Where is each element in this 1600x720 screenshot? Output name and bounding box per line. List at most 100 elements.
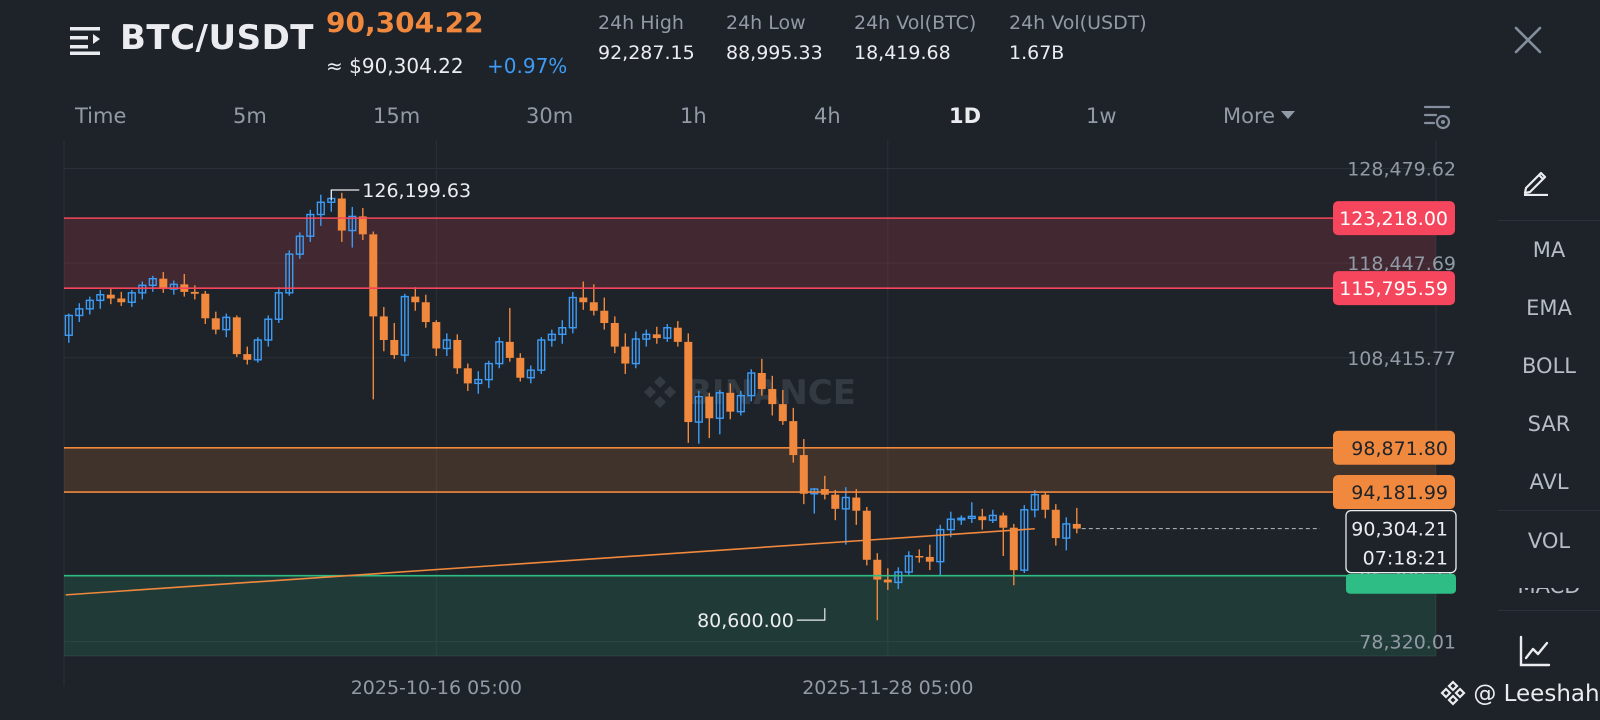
line-chart-icon[interactable] — [1518, 634, 1552, 668]
candle-body — [516, 357, 525, 378]
current-price-tag[interactable] — [1345, 509, 1457, 574]
candle-body — [264, 318, 273, 341]
candle-body — [243, 354, 252, 360]
candle-body — [1020, 509, 1029, 571]
y-tick-label: 128,479.62 — [1347, 158, 1456, 180]
tab-1d[interactable]: 1D — [949, 104, 982, 128]
indicator-ma[interactable]: MA — [1532, 238, 1566, 262]
price-tag[interactable] — [1333, 271, 1455, 306]
price-tag-label: 123,218.00 — [1339, 208, 1448, 230]
indicator-sar[interactable]: SAR — [1527, 412, 1571, 436]
stat-value: 18,419.68 — [854, 42, 951, 64]
pencil-icon[interactable] — [1520, 164, 1552, 196]
indicator-ema[interactable]: EMA — [1526, 296, 1572, 320]
stat-24h-vol-usdt: 24h Vol(USDT) 1.67B — [1009, 12, 1147, 64]
candle-body — [757, 373, 766, 390]
tab-time[interactable]: Time — [75, 104, 127, 128]
x-tick-label: 2025-11-28 05:00 — [802, 677, 973, 699]
menu-icon[interactable] — [70, 25, 104, 55]
candle-body — [442, 339, 451, 350]
candle-body — [85, 299, 94, 310]
low-marker-label: 80,600.00 — [697, 610, 794, 632]
candle-body — [421, 302, 430, 323]
last-price: 90,304.22 — [326, 6, 484, 39]
ticker-header: BTC/USDT 90,304.22 ≈ $90,304.22 +0.97% 2… — [0, 0, 1600, 96]
indicator-macd[interactable]: MACD — [1498, 588, 1600, 596]
stat-label: 24h Low — [726, 12, 806, 34]
demand-tag — [1346, 573, 1456, 594]
candle-body — [537, 339, 546, 371]
price-tag[interactable] — [1333, 430, 1455, 465]
candle-body — [726, 392, 735, 412]
candle-countdown: 07:18:21 — [1363, 548, 1448, 570]
candle-body — [841, 496, 850, 510]
stat-label: 24h Vol(USDT) — [1009, 12, 1147, 34]
candle-body — [799, 455, 808, 494]
candle-body — [946, 518, 955, 531]
candle-body — [190, 291, 199, 294]
candle-body — [1041, 494, 1050, 510]
candle-body — [978, 516, 987, 521]
candle-body — [390, 339, 399, 356]
indicator-avl[interactable]: AVL — [1529, 470, 1569, 494]
caret-down-icon — [1281, 111, 1296, 119]
candle-body — [96, 294, 105, 302]
candle-body — [610, 323, 619, 347]
candle-body — [547, 333, 556, 341]
binance-logo-icon — [644, 376, 676, 408]
candle-body — [526, 369, 535, 379]
candle-body — [715, 392, 724, 419]
tab-more-label: More — [1223, 104, 1276, 128]
x-tick-label: 2025-10-16 05:00 — [351, 677, 522, 699]
candle-body — [484, 362, 493, 381]
tab-4h[interactable]: 4h — [814, 104, 841, 128]
candle-body — [348, 215, 357, 232]
price-tag[interactable] — [1333, 475, 1455, 510]
candle-body — [274, 292, 283, 320]
tab-15m[interactable]: 15m — [373, 104, 421, 128]
tab-5m[interactable]: 5m — [233, 104, 267, 128]
candlestick-chart[interactable]: BINANCE 126,199.63 80,600.00 128,479.62 118,… — [0, 140, 1470, 708]
candle-body — [232, 317, 241, 355]
candle-body — [127, 292, 136, 303]
price-tag-label: 94,181.99 — [1351, 482, 1448, 504]
timeframe-tabs: Time 5m 15m 30m 1h 4h 1D 1w More — [0, 96, 1600, 140]
binance-logo-icon — [1440, 680, 1466, 706]
y-tick-label: 118,447.69 — [1347, 253, 1456, 275]
tab-more[interactable]: More — [1223, 104, 1296, 128]
candle-body — [936, 528, 945, 563]
candle-body — [862, 510, 871, 560]
zone-band — [64, 575, 1436, 656]
tab-1h[interactable]: 1h — [680, 104, 707, 128]
tab-1w[interactable]: 1w — [1086, 104, 1117, 128]
candle-body — [106, 294, 115, 299]
pair-symbol[interactable]: BTC/USDT — [120, 18, 314, 58]
indicator-boll[interactable]: BOLL — [1522, 354, 1576, 378]
candle-body — [621, 346, 630, 364]
tab-30m[interactable]: 30m — [526, 104, 574, 128]
close-icon[interactable] — [1514, 26, 1542, 54]
candle-body — [652, 334, 661, 339]
candle-body — [789, 421, 798, 456]
candle-body — [694, 395, 703, 423]
candle-body — [400, 295, 409, 356]
high-marker-label: 126,199.63 — [362, 180, 471, 202]
y-tick-label: 78,320.01 — [1359, 632, 1456, 654]
divider — [1498, 220, 1600, 221]
candle-body — [999, 515, 1008, 528]
indicator-vol[interactable]: VOL — [1527, 529, 1571, 553]
divider — [1498, 610, 1600, 611]
candle-body — [222, 316, 231, 331]
candle-body — [768, 389, 777, 405]
chart-settings-icon[interactable] — [1422, 102, 1452, 132]
stat-label: 24h Vol(BTC) — [854, 12, 977, 34]
candle-body — [642, 333, 651, 340]
candle-body — [904, 555, 913, 573]
price-tag[interactable] — [1333, 201, 1455, 236]
candle-body — [673, 327, 682, 342]
binance-watermark: BINANCE — [644, 373, 856, 413]
candle-body — [778, 404, 787, 422]
candle-body — [852, 497, 861, 511]
candle-body — [579, 297, 588, 303]
candle-body — [873, 559, 882, 580]
